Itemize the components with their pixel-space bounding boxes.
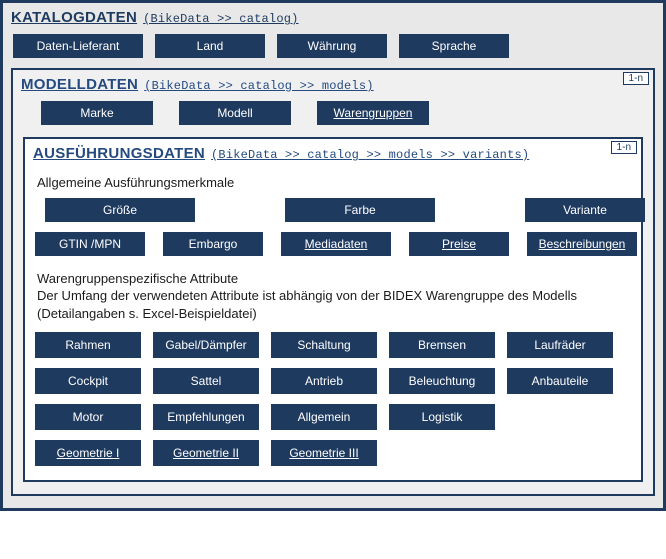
katalogdaten-breadcrumb: (BikeData >> catalog) [143,12,298,26]
ausfuehrungsdaten-title: AUSFÜHRUNGSDATEN [33,145,205,162]
btn-embargo[interactable]: Embargo [163,232,263,256]
row-attr-e: Motor Empfehlungen Allgemein Logistik [31,396,635,432]
btn-preise[interactable]: Preise [409,232,509,256]
btn-daten-lieferant[interactable]: Daten-Lieferant [13,34,143,58]
row-attr-d: Cockpit Sattel Antrieb Beleuchtung Anbau… [31,360,635,396]
btn-geometrie-2[interactable]: Geometrie II [153,440,259,466]
btn-gtin-mpn[interactable]: GTIN /MPN [35,232,145,256]
modelldaten-panel: 1-n MODELLDATEN (BikeData >> catalog >> … [11,68,655,496]
btn-land[interactable]: Land [155,34,265,58]
btn-gabel-daempfer[interactable]: Gabel/Dämpfer [153,332,259,358]
katalogdaten-buttons: Daten-Lieferant Land Währung Sprache [9,32,657,60]
btn-beleuchtung[interactable]: Beleuchtung [389,368,495,394]
btn-variante[interactable]: Variante [525,198,645,222]
row-general-a: Größe Farbe Variante [31,196,635,224]
ausfuehrungsdaten-panel: 1-n AUSFÜHRUNGSDATEN (BikeData >> catalo… [23,137,643,482]
ausfuehrungsdaten-breadcrumb: (BikeData >> catalog >> models >> varian… [211,148,529,162]
row-attr-c: Rahmen Gabel/Dämpfer Schaltung Bremsen L… [31,326,635,360]
btn-cockpit[interactable]: Cockpit [35,368,141,394]
section-general-title: Allgemeine Ausführungsmerkmale [31,168,635,196]
btn-geometrie-3[interactable]: Geometrie III [271,440,377,466]
btn-logistik[interactable]: Logistik [389,404,495,430]
section-attr-sub: Der Umfang der verwendeten Attribute ist… [37,287,629,322]
btn-rahmen[interactable]: Rahmen [35,332,141,358]
section-attr-title: Warengruppenspezifische Attribute [37,270,629,288]
btn-sprache[interactable]: Sprache [399,34,509,58]
katalogdaten-panel: KATALOGDATEN (BikeData >> catalog) Daten… [0,0,666,511]
ausfuehrungsdaten-header: AUSFÜHRUNGSDATEN (BikeData >> catalog >>… [31,143,635,168]
modelldaten-header: MODELLDATEN (BikeData >> catalog >> mode… [19,74,647,99]
btn-sattel[interactable]: Sattel [153,368,259,394]
btn-farbe[interactable]: Farbe [285,198,435,222]
btn-warengruppen[interactable]: Warengruppen [317,101,429,125]
btn-geometrie-1[interactable]: Geometrie I [35,440,141,466]
modelldaten-cardinality: 1-n [623,72,649,85]
btn-allgemein[interactable]: Allgemein [271,404,377,430]
katalogdaten-title: KATALOGDATEN [11,9,137,26]
btn-waehrung[interactable]: Währung [277,34,387,58]
btn-bremsen[interactable]: Bremsen [389,332,495,358]
btn-motor[interactable]: Motor [35,404,141,430]
btn-beschreibungen[interactable]: Beschreibungen [527,232,637,256]
btn-laufraeder[interactable]: Laufräder [507,332,613,358]
modelldaten-buttons: Marke Modell Warengruppen [19,99,647,127]
modelldaten-breadcrumb: (BikeData >> catalog >> models) [144,79,373,93]
btn-marke[interactable]: Marke [41,101,153,125]
btn-anbauteile[interactable]: Anbauteile [507,368,613,394]
btn-antrieb[interactable]: Antrieb [271,368,377,394]
btn-groesse[interactable]: Größe [45,198,195,222]
section-attr-block: Warengruppenspezifische Attribute Der Um… [31,258,635,327]
btn-mediadaten[interactable]: Mediadaten [281,232,391,256]
row-general-b: GTIN /MPN Embargo Mediadaten Preise Besc… [31,224,635,258]
modelldaten-title: MODELLDATEN [21,76,138,93]
btn-schaltung[interactable]: Schaltung [271,332,377,358]
row-attr-f: Geometrie I Geometrie II Geometrie III [31,432,635,470]
ausfuehrungsdaten-cardinality: 1-n [611,141,637,154]
btn-modell[interactable]: Modell [179,101,291,125]
btn-empfehlungen[interactable]: Empfehlungen [153,404,259,430]
katalogdaten-header: KATALOGDATEN (BikeData >> catalog) [9,7,657,32]
